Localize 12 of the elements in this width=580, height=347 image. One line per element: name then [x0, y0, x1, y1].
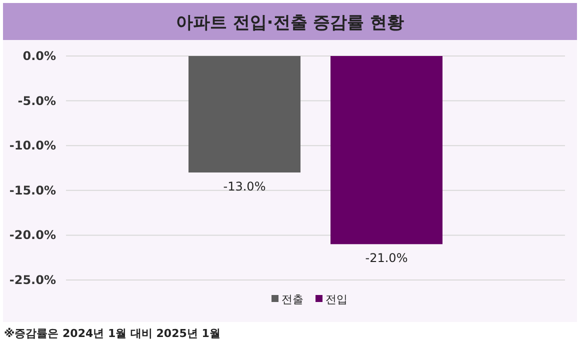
y-tick-label: -10.0%: [9, 138, 56, 153]
data-label: -21.0%: [365, 251, 408, 266]
y-tick-label: -15.0%: [9, 183, 56, 198]
y-tick-label: -20.0%: [9, 228, 56, 242]
legend-label: 전입: [326, 293, 348, 306]
data-label: -13.0%: [223, 179, 266, 194]
y-tick-label: 0.0%: [22, 49, 56, 63]
text: ※증감률은 2024년 1월 대비 2025년 1월: [4, 327, 220, 340]
chart-title: 아파트 전입·전출 증감률 현황: [176, 13, 404, 33]
y-tick-label: -25.0%: [9, 273, 56, 287]
legend-label: 전출: [282, 293, 304, 306]
y-tick-label: -5.0%: [18, 94, 56, 108]
